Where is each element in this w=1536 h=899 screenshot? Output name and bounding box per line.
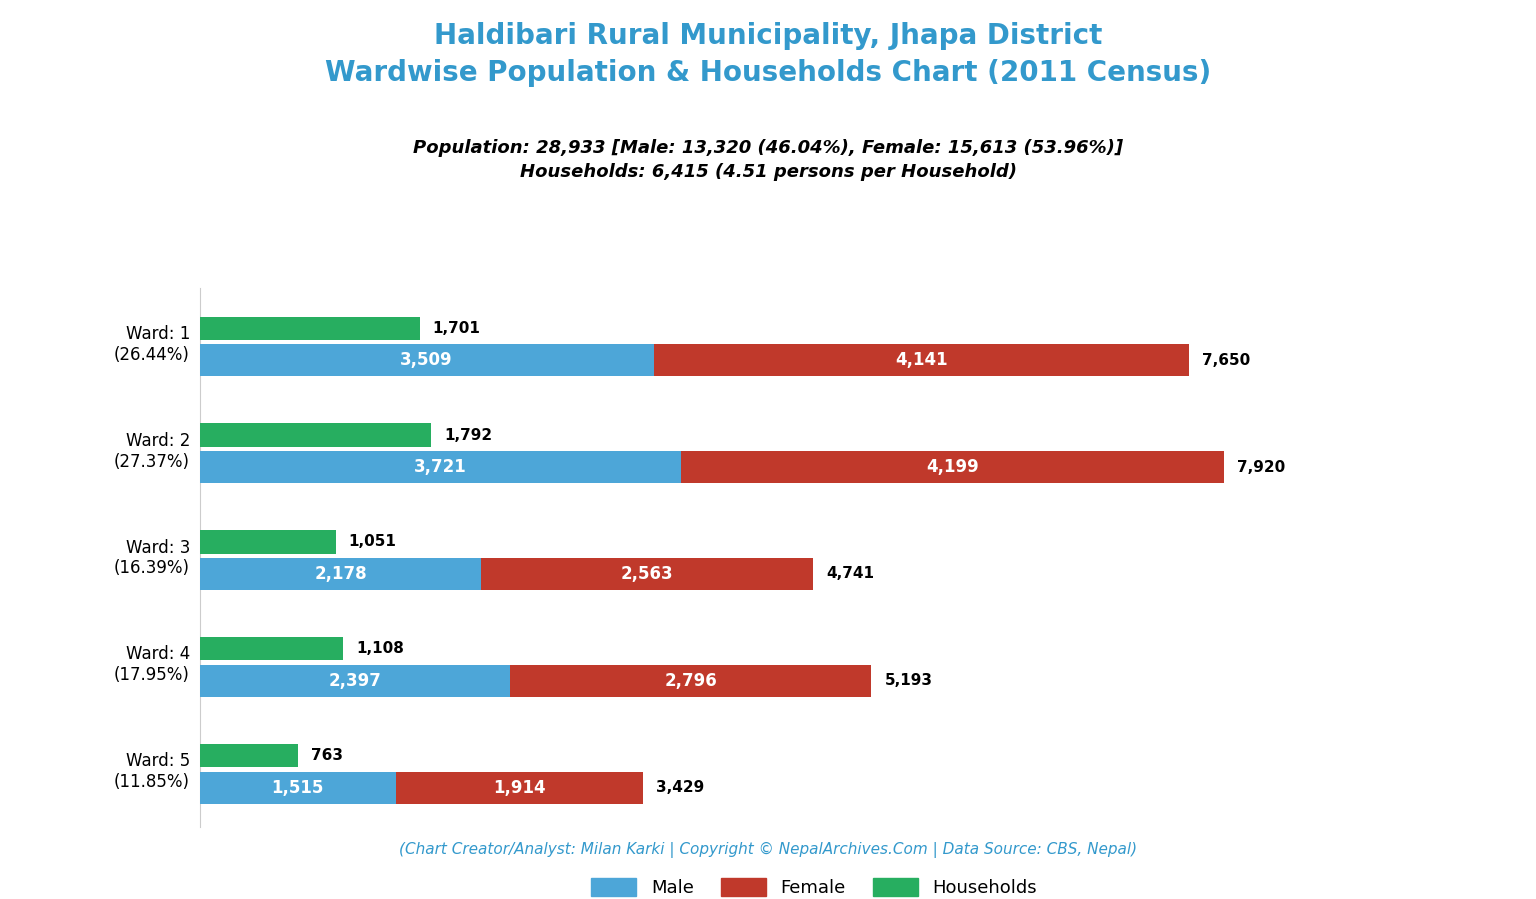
Text: 3,721: 3,721 [415,458,467,476]
Text: 763: 763 [312,748,344,763]
Bar [653,344,1189,377]
Bar [200,637,343,661]
Text: 1,051: 1,051 [349,534,396,549]
Text: 1,792: 1,792 [444,428,493,442]
Text: 3,509: 3,509 [401,352,453,369]
Text: 4,141: 4,141 [895,352,948,369]
Bar [200,316,419,340]
Bar [481,558,813,590]
Bar [200,344,653,377]
Bar [200,558,481,590]
Bar [200,530,336,554]
Legend: Male, Female, Households: Male, Female, Households [584,870,1044,899]
Bar [200,664,510,697]
Text: 2,397: 2,397 [329,672,381,690]
Text: 1,914: 1,914 [493,779,545,797]
Text: 1,515: 1,515 [272,779,324,797]
Text: 7,920: 7,920 [1236,459,1286,475]
Bar [510,664,871,697]
Bar [396,771,644,804]
Text: Haldibari Rural Municipality, Jhapa District
Wardwise Population & Households Ch: Haldibari Rural Municipality, Jhapa Dist… [326,22,1210,87]
Text: 4,741: 4,741 [826,566,874,582]
Text: 5,193: 5,193 [885,673,932,689]
Text: 3,429: 3,429 [656,780,705,795]
Text: Population: 28,933 [Male: 13,320 (46.04%), Female: 15,613 (53.96%)]
Households: : Population: 28,933 [Male: 13,320 (46.04%… [413,139,1123,181]
Text: 2,563: 2,563 [621,565,673,583]
Bar [200,451,680,483]
Text: 2,796: 2,796 [664,672,717,690]
Text: 4,199: 4,199 [926,458,978,476]
Text: 7,650: 7,650 [1203,352,1250,368]
Text: (Chart Creator/Analyst: Milan Karki | Copyright © NepalArchives.Com | Data Sourc: (Chart Creator/Analyst: Milan Karki | Co… [399,841,1137,858]
Bar [680,451,1224,483]
Text: 2,178: 2,178 [315,565,367,583]
Bar [200,743,298,767]
Bar [200,771,396,804]
Bar [200,423,432,447]
Text: 1,108: 1,108 [356,641,404,656]
Text: 1,701: 1,701 [433,321,481,335]
